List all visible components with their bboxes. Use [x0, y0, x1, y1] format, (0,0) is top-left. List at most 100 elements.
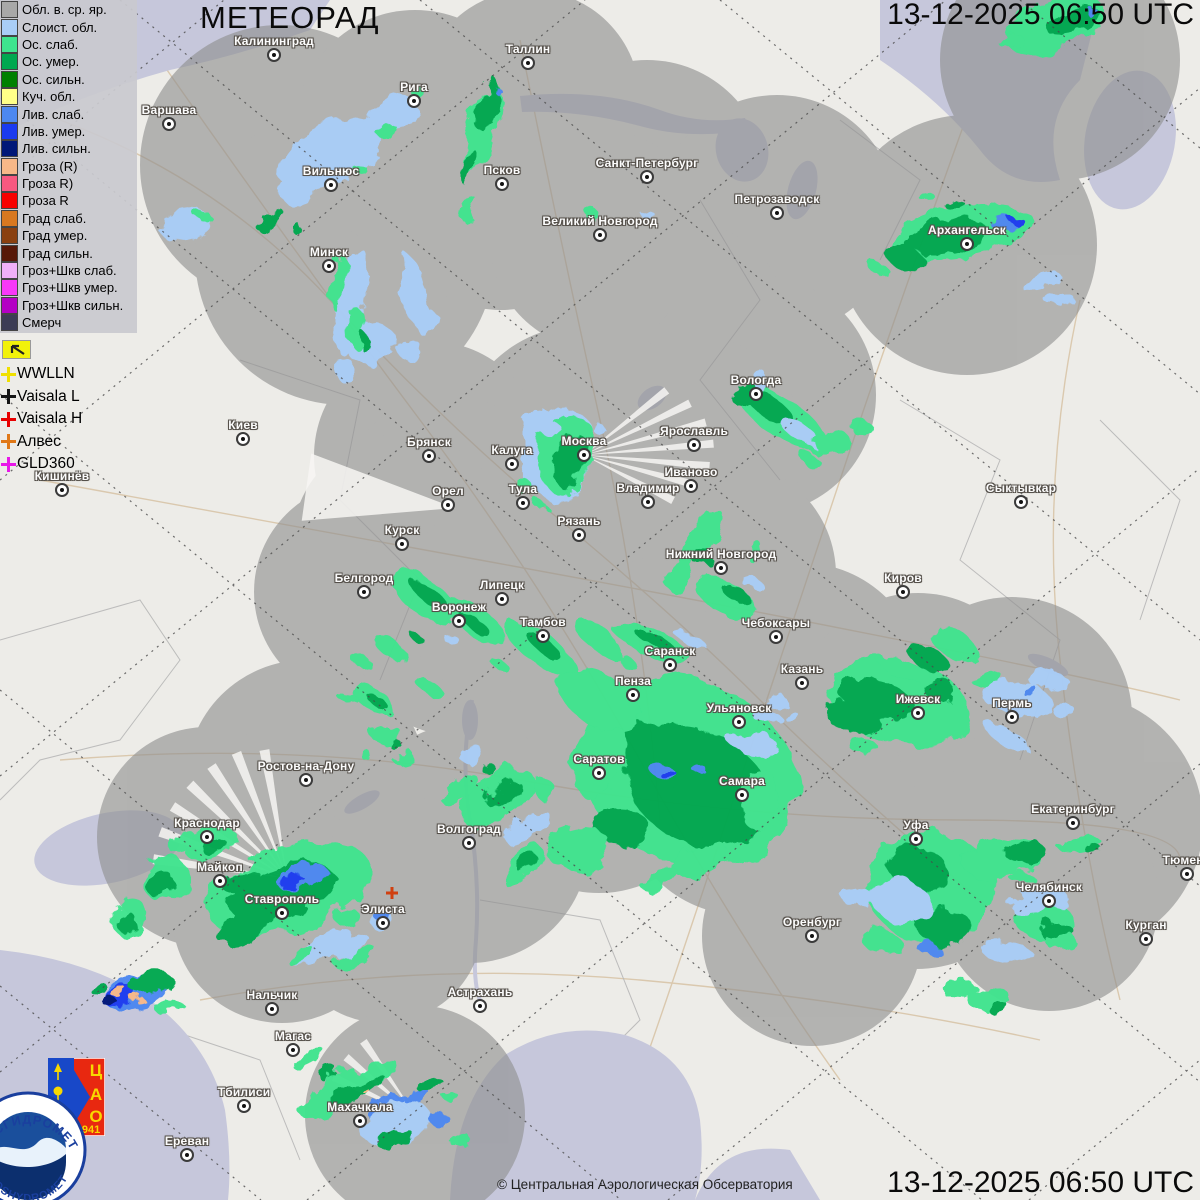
- legend-label: Град слаб.: [22, 210, 87, 226]
- city-label: Рига: [400, 80, 428, 94]
- legend-swatch: [1, 192, 18, 210]
- legend-label: Град умер.: [22, 228, 88, 244]
- city-label: Оренбург: [782, 915, 842, 929]
- city-marker: [687, 438, 701, 452]
- legend-item: Гроз+Шкв умер.: [1, 279, 137, 297]
- legend-item: Ос. сильн.: [1, 70, 137, 88]
- city-label: Ульяновск: [706, 701, 772, 715]
- city-label: Петрозаводск: [734, 192, 820, 206]
- city-marker: [322, 259, 336, 273]
- precipitation-echoes: [85, 0, 1106, 1150]
- city-label: Екатеринбург: [1031, 802, 1115, 816]
- legend-swatch: [1, 244, 18, 262]
- legend-label: Гроза R): [22, 176, 74, 192]
- legend-swatch: [1, 88, 18, 106]
- city-label: Нижний Новгород: [665, 547, 777, 561]
- timestamp-bottom: 13-12-2025 06:50 UTC: [887, 1166, 1194, 1199]
- lightning-source-label: Алвес: [17, 432, 61, 450]
- precipitation-legend: Обл. в. ср. яр. Слоист. обл. Ос. слаб. Ос. …: [0, 0, 137, 334]
- city-label: Ижевск: [895, 692, 941, 706]
- legend-label: Гроз+Шкв слаб.: [22, 263, 117, 279]
- legend-swatch: [1, 157, 18, 175]
- city-marker: [376, 916, 390, 930]
- legend-item: Гроза (R): [1, 157, 137, 175]
- legend-swatch: [1, 105, 18, 123]
- city-marker: [286, 1043, 300, 1057]
- city-label: Уфа: [903, 818, 929, 832]
- city-label: Иваново: [664, 465, 718, 479]
- legend-item: Лив. сильн.: [1, 140, 137, 158]
- city-marker: [626, 688, 640, 702]
- city-marker: [1180, 867, 1194, 881]
- city-label: Вильнюс: [302, 164, 360, 178]
- city-label: Казань: [780, 662, 824, 676]
- city-marker: [213, 874, 227, 888]
- city-label: Волгоград: [437, 822, 501, 836]
- city-marker: [516, 496, 530, 510]
- city-marker: [324, 178, 338, 192]
- city-marker: [577, 448, 591, 462]
- page-title: МЕТЕОРАД: [200, 0, 380, 35]
- city-label: Ростов-на-Дону: [257, 759, 355, 773]
- city-label: Челябинск: [1015, 880, 1083, 894]
- legend-label: Слоист. обл.: [22, 19, 98, 35]
- city-label: Краснодар: [174, 816, 240, 830]
- city-label: Майкоп: [197, 860, 243, 874]
- legend-item: Град слаб.: [1, 209, 137, 227]
- city-marker: [770, 206, 784, 220]
- lightning-cross-icon: [1, 389, 16, 405]
- city-marker: [735, 788, 749, 802]
- legend-label: Град сильн.: [22, 245, 93, 261]
- legend-swatch: [1, 262, 18, 280]
- city-marker: [407, 94, 421, 108]
- legend-label: Гроз+Шкв умер.: [22, 280, 118, 296]
- city-marker: [1139, 932, 1153, 946]
- city-label: Вологда: [730, 373, 782, 387]
- city-label: Пенза: [614, 674, 652, 688]
- legend-item: Смерч: [1, 314, 137, 332]
- legend-label: Гроза R: [22, 193, 69, 209]
- city-label: Сыктывкар: [985, 481, 1057, 495]
- cao-letter-3: О: [89, 1107, 102, 1126]
- city-marker: [180, 1148, 194, 1162]
- city-marker: [441, 498, 455, 512]
- city-label: Владимир: [616, 481, 680, 495]
- legend-item: Ос. слаб.: [1, 35, 137, 53]
- city-label: Киев: [228, 418, 258, 432]
- lightning-source-item: WWLLN: [1, 363, 82, 386]
- lightning-cross-icon: [1, 366, 16, 382]
- city-label: Рязань: [557, 514, 601, 528]
- city-label: Саратов: [573, 752, 625, 766]
- city-label: Курган: [1125, 918, 1167, 932]
- legend-swatch: [1, 35, 18, 53]
- legend-item: Гроз+Шкв слаб.: [1, 262, 137, 280]
- city-marker: [1005, 710, 1019, 724]
- squall-icon: [2, 340, 31, 359]
- city-marker: [592, 766, 606, 780]
- city-marker: [1014, 495, 1028, 509]
- city-marker: [55, 483, 69, 497]
- lightning-source-item: GLD360: [1, 453, 82, 476]
- city-label: Чебоксары: [741, 616, 811, 630]
- city-marker: [395, 537, 409, 551]
- city-label: Тюмень: [1162, 853, 1200, 867]
- city-marker: [521, 56, 535, 70]
- city-marker: [593, 228, 607, 242]
- cao-letter-2: А: [90, 1085, 102, 1104]
- squall-arrow-glyph: [10, 344, 25, 355]
- city-marker: [236, 432, 250, 446]
- city-marker: [640, 170, 654, 184]
- city-marker: [795, 676, 809, 690]
- city-marker: [769, 630, 783, 644]
- legend-label: Ос. слаб.: [22, 36, 79, 52]
- city-marker: [462, 836, 476, 850]
- city-marker: [749, 387, 763, 401]
- city-label: Курск: [384, 523, 420, 537]
- legend-swatch: [1, 140, 18, 158]
- legend-swatch: [1, 227, 18, 245]
- city-marker: [1042, 894, 1056, 908]
- lightning-source-label: WWLLN: [17, 365, 75, 383]
- legend-swatch: [1, 279, 18, 297]
